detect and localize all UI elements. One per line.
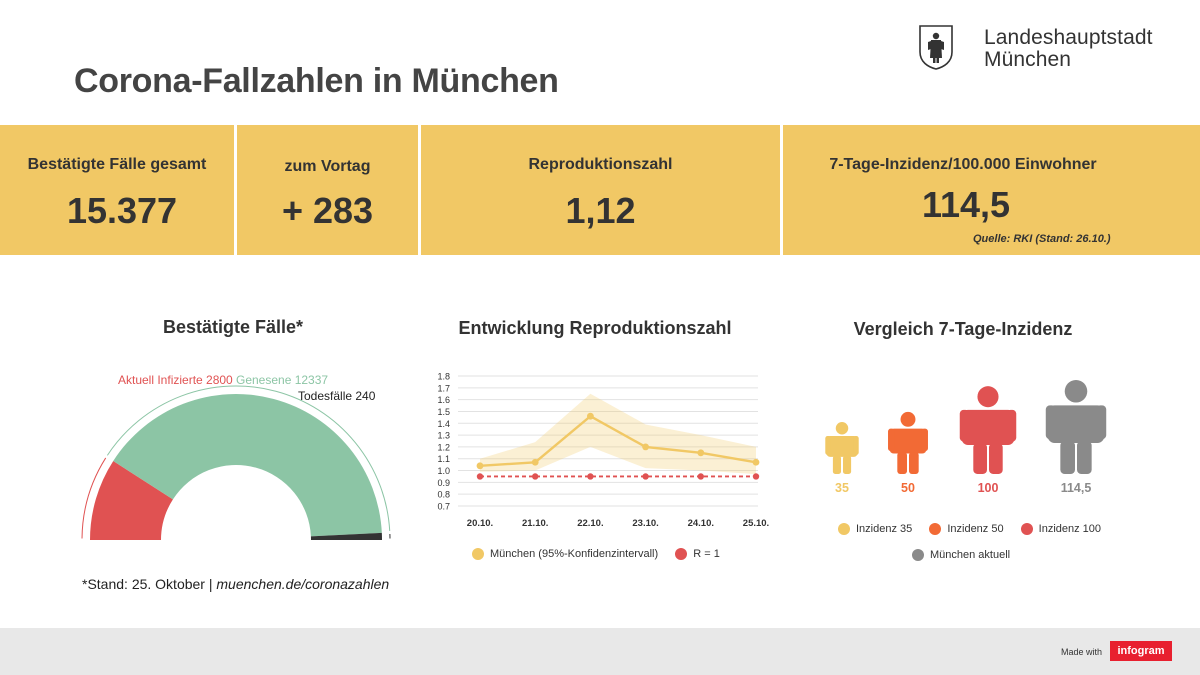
kpi-prev-label: zum Vortag [284,158,371,175]
munich-r-line [479,414,757,468]
legend-label: R = 1 [693,548,720,560]
donut-chart-title: Bestätigte Fälle* [162,317,304,337]
legend-item-r1: R = 1 [675,548,720,560]
legend-label: Inzidenz 100 [1038,523,1102,535]
logo-line-1: Landeshauptstadt [984,26,1153,49]
legend-label: München (95%-Konfidenzintervall) [490,548,659,560]
legend-dot-icon [838,523,850,535]
y-tick-label: 0.8 [437,490,450,500]
r-one-point [697,473,704,480]
r-one-point [532,473,539,480]
x-tick-label: 23.10. [632,518,658,529]
y-tick-label: 0.9 [437,478,450,488]
y-tick-label: 1.6 [437,395,450,405]
legend-dot-icon [929,523,942,535]
incidence-comparison-chart: 35 50 100 114,5 [825,380,1107,495]
incidence-chart-title: Vergleich 7-Tage-Inzidenz [853,319,1073,339]
person-icon-4 [1045,380,1107,474]
donut-slice-1 [90,460,173,540]
incidence-legend: Inzidenz 35 Inzidenz 50 Inzidenz 100 [838,523,1115,538]
y-tick-label: 1.5 [437,407,450,417]
kpi-prev-value: + 283 [281,190,374,231]
y-tick-label: 1.4 [437,419,450,429]
munich-r-point [476,462,484,470]
kpi-total-label: Bestätigte Fälle gesamt [27,156,207,173]
x-tick-label: 25.10. [743,518,769,529]
person-icon-3 [959,386,1017,474]
legend-label: Inzidenz 50 [947,523,1004,535]
r-one-point [752,473,760,480]
kpi-incidence-value: 114,5 [921,184,1011,225]
donut-slice-2 [113,394,382,537]
line-chart-title: Entwicklung Reproduktionszahl [458,318,732,338]
reproduction-line-chart: 1.81.7 1.6 1.5 1.4 1.31.2 1.1 1.0 0.9 0.8 0.7 20.… [437,372,769,530]
incidence-value-label: 50 [901,481,915,495]
r-one-point [587,473,594,480]
x-tick-label: 21.10. [522,518,548,529]
y-tick-label: 1.8 [437,372,450,382]
y-tick-label: 1.0 [437,466,450,476]
munich-r-point [531,458,539,466]
y-tick-label: 0.7 [437,502,450,512]
x-tick-label: 20.10. [467,518,493,529]
kpi-incidence-source: Quelle: RKI (Stand: 26.10.) [973,233,1111,245]
r-one-point [476,473,484,480]
kpi-divider [780,125,783,255]
confidence-interval-band [480,393,756,475]
legend-label: München aktuell [930,549,1011,561]
kpi-total-value: 15.377 [66,190,178,231]
legend-item-inc50: Inzidenz 50 [929,523,1004,535]
legend-dot-icon [472,548,484,560]
y-tick-label: 1.2 [437,442,450,452]
infogram-badge[interactable]: infogram [1110,641,1172,661]
footnote-stand: *Stand: 25. Oktober | [82,576,217,592]
incidence-value-label: 100 [978,481,999,495]
footer: Made with infogram [0,628,1200,675]
x-tick-label: 24.10. [688,518,714,529]
person-icon-1 [825,422,859,474]
legend-item-munich: München (95%-Konfidenzintervall) [472,548,658,560]
kpi-r-label: Reproduktionszahl [528,156,673,173]
y-tick-label: 1.7 [437,383,450,393]
made-with-label: Made with [1060,647,1102,657]
legend-item-inc100: Inzidenz 100 [1020,523,1102,535]
legend-item-inc35: Inzidenz 35 [838,523,912,535]
legend-dot-icon [675,548,688,560]
donut-label-2: Genesene 12337 [236,373,328,387]
donut-label-3: Todesfälle 240 [298,389,376,403]
incidence-value-label: 35 [835,481,849,495]
y-tick-label: 1.3 [437,431,450,441]
line-chart-legend: München (95%-Konfidenzintervall) R = 1 [472,548,734,563]
donut-label-1: Aktuell Infizierte 2800 [118,373,233,387]
kpi-divider [418,125,421,255]
munich-seal-icon [919,25,953,70]
confirmed-cases-donut-chart: Aktuell Infizierte 2800 Genesene 12337 Tod… [81,373,391,540]
x-tick-label: 22.10. [577,518,603,529]
person-icon-2 [888,411,928,474]
munich-r-point [752,458,760,466]
footnote-link[interactable]: muenchen.de/coronazahlen [216,576,390,592]
y-tick-label: 1.1 [437,454,450,464]
kpi-r-value: 1,12 [565,190,636,231]
munich-r-point [642,443,649,451]
city-logo[interactable]: Landeshauptstadt München [918,24,1158,74]
page-title: Corona-Fallzahlen in München [74,62,559,100]
donut-slice-3 [310,532,382,540]
legend-dot-icon [1020,523,1033,535]
incidence-legend-munich: München aktuell [912,549,1024,564]
footnote: *Stand: 25. Oktober | muenchen.de/corona… [82,576,389,592]
kpi-band [0,125,1200,255]
kpi-incidence-label: 7-Tage-Inzidenz/100.000 Einwohner [829,156,1097,173]
donut-label-arc [106,385,391,531]
logo-line-2: München [984,48,1072,71]
incidence-value-label: 114,5 [1061,481,1092,495]
munich-r-point [697,449,705,457]
kpi-divider [234,125,237,255]
donut-label-arc [81,457,107,539]
legend-dot-icon [912,549,924,561]
munich-r-point [587,412,594,420]
legend-item-munich-current: München aktuell [912,549,1010,561]
r-one-point [642,473,649,480]
legend-label: Inzidenz 35 [856,523,913,535]
